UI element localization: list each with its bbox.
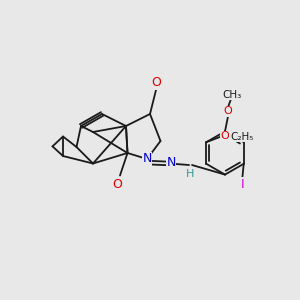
Text: C₂H₅: C₂H₅	[230, 132, 253, 142]
Text: O: O	[220, 131, 229, 141]
Text: H: H	[186, 169, 195, 179]
Text: N: N	[142, 152, 152, 166]
Text: O: O	[223, 106, 232, 116]
Text: O: O	[151, 76, 161, 89]
Text: N: N	[166, 156, 176, 169]
Text: O: O	[112, 178, 122, 191]
Text: I: I	[240, 178, 244, 191]
Text: CH₃: CH₃	[222, 90, 241, 100]
